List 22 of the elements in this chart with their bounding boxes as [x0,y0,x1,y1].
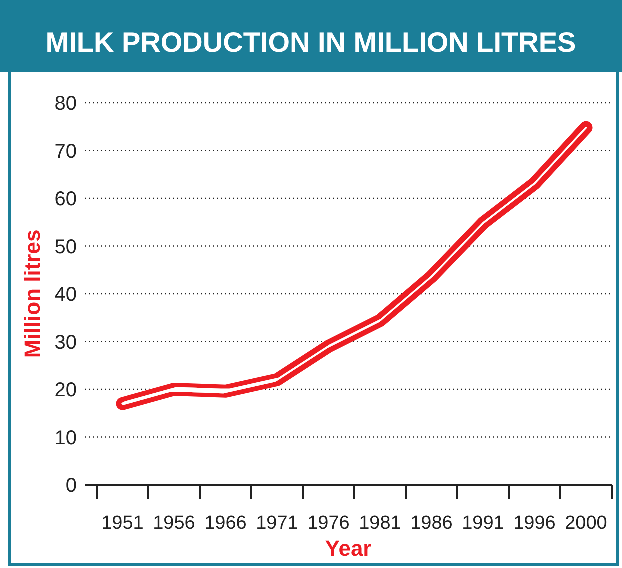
y-tick-label: 70 [54,140,77,163]
x-tick-label: 1956 [153,513,196,534]
y-tick-label: 50 [54,236,77,258]
x-tick-label: 1996 [514,513,556,534]
x-tick-label: 1981 [359,513,402,534]
x-tick-label: 2000 [565,513,608,534]
y-tick-label: 80 [54,93,77,115]
x-tick-label: 1951 [102,513,144,534]
y-axis-title: Million litres [20,230,45,358]
x-tick-label: 1966 [204,513,247,534]
y-tick-label: 60 [54,188,77,210]
y-tick-label: 0 [66,475,77,497]
y-tick-label: 30 [54,332,77,354]
chart-title: MILK PRODUCTION IN MILLION LITRES [46,27,576,58]
x-axis-title: Year [325,536,372,561]
y-tick-label: 10 [54,427,77,450]
y-tick-label: 40 [54,284,77,306]
y-tick-label: 20 [54,380,77,402]
x-tick-label: 1991 [462,513,504,534]
x-tick-label: 1971 [256,513,298,534]
x-tick-label: 1986 [410,513,453,534]
x-tick-label: 1976 [308,513,350,534]
